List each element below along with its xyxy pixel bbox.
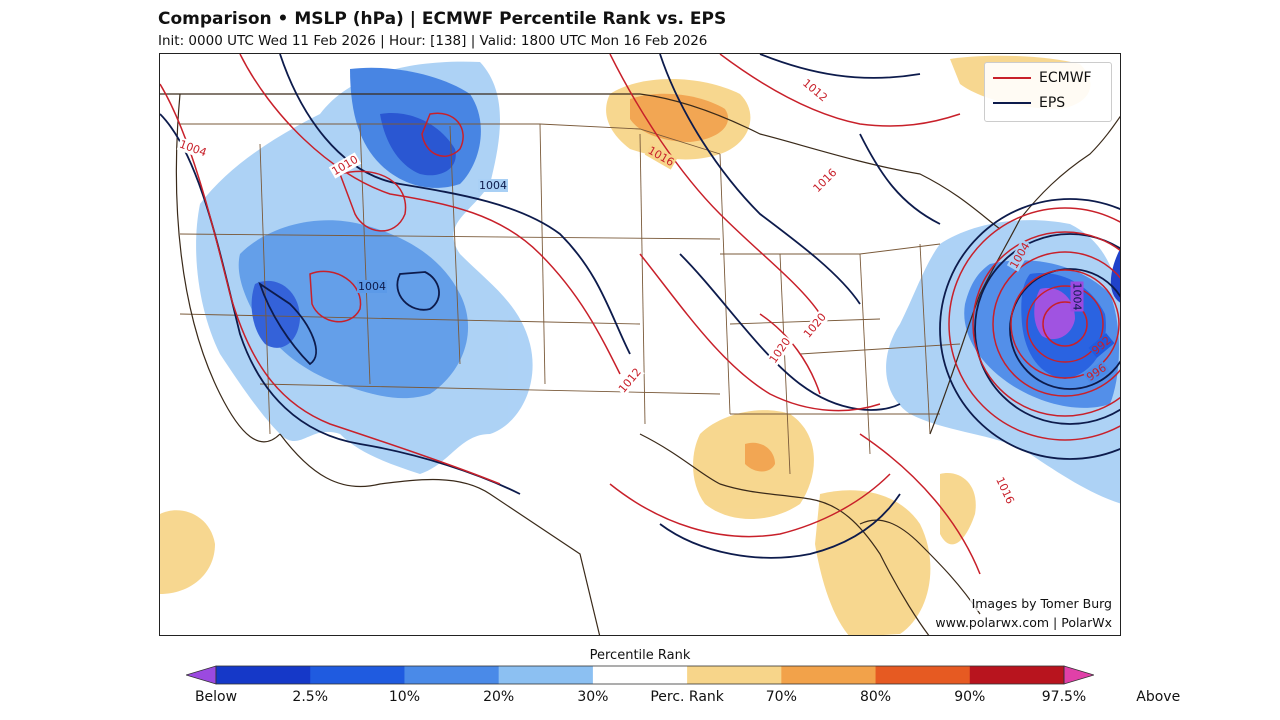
above-percentile-shading [160,55,1091,635]
colorbar-tick-label: 20% [483,689,515,705]
colorbar-segment [404,666,500,684]
legend-label-eps: EPS [1039,95,1066,111]
colorbar-tick-label: 30% [577,689,609,705]
line-legend: ECMWF EPS [984,62,1112,122]
colorbar-segment [498,666,594,684]
chart-subtitle: Init: 0000 UTC Wed 11 Feb 2026 | Hour: [… [158,33,708,49]
colorbar-tick-label: Above [1136,689,1181,705]
colorbar-segment [781,666,877,684]
colorbar-segment-above [1063,665,1094,685]
legend-item-ecmwf: ECMWF [993,70,1092,86]
ecmwf-line-swatch [993,77,1031,79]
colorbar-segment [875,666,971,684]
colorbar-segment [592,666,688,684]
legend-label-ecmwf: ECMWF [1039,70,1092,86]
colorbar-segment [310,666,405,684]
chart-title: Comparison • MSLP (hPa) | ECMWF Percenti… [158,9,727,29]
map-panel: 1004 1010 1004 1004 1012 1016 1012 1016 … [159,53,1121,636]
colorbar [186,665,1094,685]
colorbar-tick-label: 80% [859,689,892,705]
contour-label: 1004 [478,179,508,192]
colorbar-segment-below [186,665,217,685]
colorbar-segment [216,666,311,684]
below-percentile-shading [196,61,1120,504]
colorbar-segment [969,666,1065,684]
contour-label: 1004 [1070,281,1084,312]
colorbar-tick-label: 10% [388,689,420,705]
colorbar-segment [687,666,782,684]
map-canvas [160,54,1120,635]
ecmwf-isobars [160,54,1120,575]
colorbar-tick-label: 70% [765,689,797,705]
credit-website: www.polarwx.com | PolarWx [933,615,1114,630]
credit-author: Images by Tomer Burg [969,596,1114,611]
legend-item-eps: EPS [993,95,1065,111]
colorbar-tick-label: 90% [954,689,986,705]
state-boundaries [179,123,961,475]
colorbar-tick-label: 2.5% [292,689,329,705]
colorbar-tick-label: 97.5% [1041,689,1087,705]
colorbar-title: Percentile Rank [589,648,691,663]
colorbar-tick-label: Below [194,689,238,705]
country-coastlines [160,93,1120,635]
colorbar-outline [215,665,1065,685]
colorbar-tick-label: Perc. Rank [650,689,724,705]
eps-line-swatch [993,102,1031,104]
contour-label: 1004 [357,280,387,293]
eps-isobars [160,54,1120,559]
